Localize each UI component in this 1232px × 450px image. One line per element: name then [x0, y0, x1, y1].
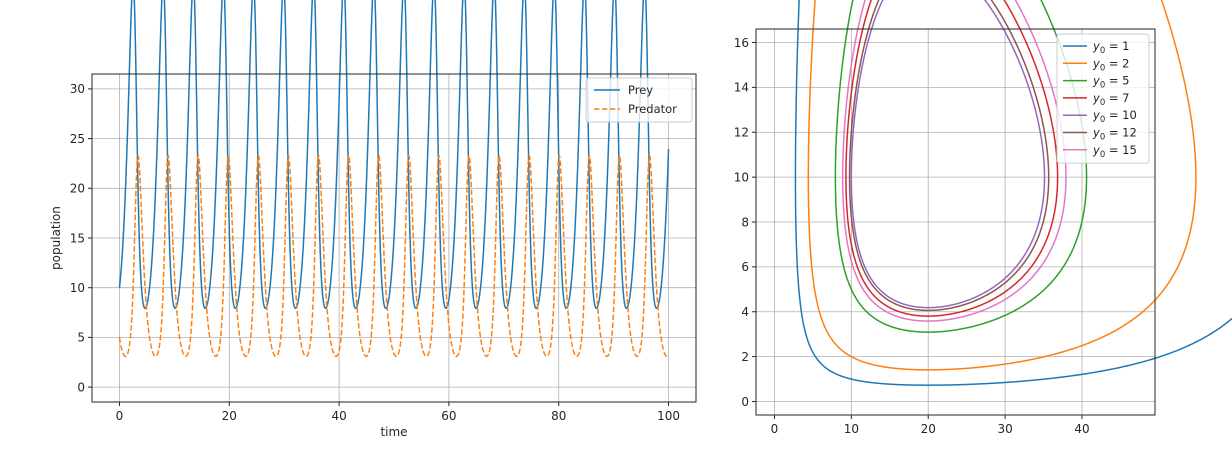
x-tick-label: 20: [921, 422, 936, 436]
legend-label-y0-2: y0 = 2: [1092, 56, 1130, 73]
time-series-axes: 0 20 40 60 80 100 0 5 10 15 20 25 30 time population…: [49, 0, 697, 439]
x-tick-label: 80: [551, 409, 566, 423]
y-tick-label: 10: [70, 281, 85, 295]
predator-line: [118, 154, 670, 358]
x-tick-label: 40: [331, 409, 346, 423]
y-tick-label: 30: [70, 82, 85, 96]
x-tick-label: 100: [657, 409, 680, 423]
y-tick-label: 12: [734, 126, 749, 140]
legend-box: [1056, 33, 1150, 164]
y-tick-label: 4: [741, 305, 749, 319]
x-tick-label: 0: [116, 409, 124, 423]
y-tick-label: 0: [741, 395, 749, 409]
y-tick-label: 16: [734, 36, 749, 50]
y-axis-label: population: [49, 206, 63, 270]
orbit-y0-15: [841, 0, 1067, 322]
legend-label-y0-10: y0 = 10: [1092, 108, 1137, 125]
y-tick-label: 10: [734, 170, 749, 184]
prey-line: [118, 0, 670, 310]
legend-box: [585, 77, 693, 123]
orbit-y0-7: [845, 0, 1059, 317]
x-tick-label: 0: [771, 422, 779, 436]
x-tick-label: 40: [1074, 422, 1089, 436]
legend-label-y0-1: y0 = 1: [1092, 39, 1130, 56]
orbit-y0-10: [850, 0, 1046, 309]
x-tick-label: 10: [844, 422, 859, 436]
x-tick-label: 20: [222, 409, 237, 423]
orbit-y0-1: [794, 0, 1232, 386]
y-tick-label: 5: [77, 331, 85, 345]
orbit-y0-12: [848, 0, 1050, 312]
x-tick-label: 30: [997, 422, 1012, 436]
y-tick-label: 2: [741, 350, 749, 364]
legend-label-predator: Predator: [628, 102, 677, 116]
legend-label-prey: Prey: [628, 83, 653, 97]
y-tick-label: 25: [70, 132, 85, 146]
legend-label-y0-7: y0 = 7: [1092, 91, 1130, 108]
y-tick-label: 8: [741, 215, 749, 229]
y-tick-label: 0: [77, 380, 85, 394]
x-axis-label: time: [380, 425, 407, 439]
y-tick-label: 14: [734, 81, 749, 95]
x-tick-label: 60: [441, 409, 456, 423]
legend-label-y0-12: y0 = 12: [1092, 126, 1137, 143]
y-tick-label: 6: [741, 260, 749, 274]
legend-label-y0-15: y0 = 15: [1092, 143, 1137, 160]
y-tick-label: 15: [70, 231, 85, 245]
y-tick-label: 20: [70, 182, 85, 196]
time-series-legend: Prey Predator: [585, 77, 693, 123]
orbit-y0-2: [807, 0, 1197, 371]
legend-label-y0-5: y0 = 5: [1092, 74, 1130, 91]
